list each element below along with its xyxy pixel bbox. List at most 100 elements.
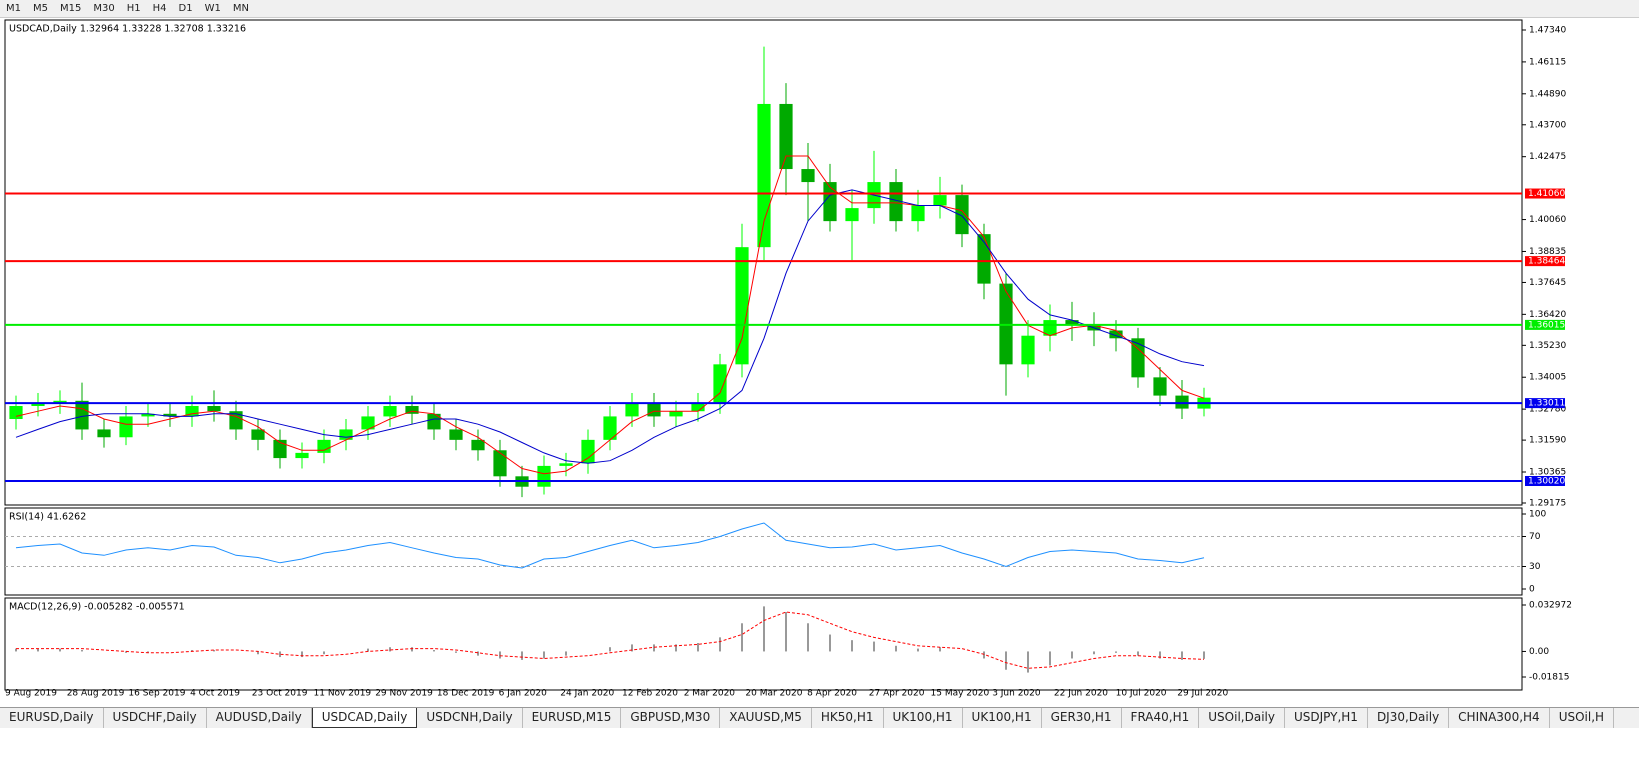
- candle-body: [823, 182, 837, 222]
- panel-frame: [4, 19, 1523, 506]
- level-label-box: [1525, 475, 1565, 486]
- timeframe-button[interactable]: M1: [6, 3, 21, 14]
- candle-body: [427, 413, 441, 430]
- candle-body: [493, 450, 507, 477]
- candle-body: [1109, 330, 1123, 339]
- x-tick-label: 29 Nov 2019: [375, 689, 433, 699]
- candle-body: [361, 416, 375, 430]
- candle-body: [757, 103, 771, 248]
- y-tick-label: 70: [1529, 532, 1541, 542]
- x-tick-label: 3 Jun 2020: [992, 689, 1041, 699]
- chart-tab[interactable]: USOil,Daily: [1199, 708, 1285, 728]
- chart-tab[interactable]: USDCNH,Daily: [417, 708, 523, 728]
- y-tick-label: 1.42475: [1529, 152, 1566, 162]
- panel-title: MACD(12,26,9) -0.005282 -0.005571: [9, 602, 185, 613]
- candle-body: [713, 364, 727, 404]
- chart-tab[interactable]: USDCAD,Daily: [311, 708, 418, 728]
- timeframe-button[interactable]: D1: [178, 3, 193, 14]
- candle-body: [1153, 377, 1167, 396]
- chart-tab[interactable]: GER30,H1: [1042, 708, 1122, 728]
- candle-body: [9, 406, 23, 420]
- y-tick-label: 30: [1529, 562, 1541, 572]
- candle-body: [669, 411, 683, 417]
- candle-body: [141, 413, 155, 417]
- chart-tabs: EURUSD,Daily USDCHF,Daily AUDUSD,Daily USDC…: [0, 707, 1639, 728]
- candle-body: [691, 403, 705, 412]
- chart-tab[interactable]: HK50,H1: [812, 708, 884, 728]
- candle-body: [383, 406, 397, 417]
- chart-tab[interactable]: FRA40,H1: [1122, 708, 1200, 728]
- candle-body: [647, 403, 661, 417]
- candle-body: [955, 195, 969, 235]
- y-tick-label: 1.46115: [1529, 57, 1566, 67]
- chart-tab[interactable]: AUDUSD,Daily: [207, 708, 312, 728]
- y-tick-label: 1.40060: [1529, 215, 1566, 225]
- x-tick-label: 6 Jan 2020: [499, 689, 547, 699]
- y-tick-label: 1.36420: [1529, 310, 1566, 320]
- panel-frame: [4, 597, 1523, 691]
- chart-tab[interactable]: USDCHF,Daily: [104, 708, 207, 728]
- chart-tab[interactable]: USDJPY,H1: [1285, 708, 1368, 728]
- candle-body: [559, 463, 573, 466]
- y-tick-label: 1.34005: [1529, 373, 1566, 383]
- candle-body: [603, 416, 617, 440]
- chart-tab[interactable]: DJ30,Daily: [1368, 708, 1450, 728]
- timeframe-button[interactable]: W1: [204, 3, 221, 14]
- timeframe-button[interactable]: MN: [232, 3, 249, 14]
- chart-tab[interactable]: GBPUSD,M30: [621, 708, 721, 728]
- y-tick-label: 100: [1529, 510, 1546, 520]
- timeframe-button[interactable]: H1: [126, 3, 141, 14]
- x-tick-label: 22 Jun 2020: [1054, 689, 1108, 699]
- x-tick-label: 15 May 2020: [931, 689, 990, 699]
- timeframe-button[interactable]: M15: [60, 3, 82, 14]
- candle-body: [207, 406, 221, 412]
- moving-average: [15, 189, 1205, 464]
- candle-body: [75, 400, 89, 430]
- chart-tab[interactable]: USOil,H: [1550, 708, 1615, 728]
- chart-tab[interactable]: XAUUSD,M5: [720, 708, 812, 728]
- x-tick-label: 10 Jul 2020: [1116, 689, 1167, 699]
- candle-body: [1021, 335, 1035, 365]
- level-label-box: [1525, 319, 1565, 330]
- candle-body: [845, 208, 859, 222]
- candle-body: [1175, 395, 1189, 409]
- x-tick-label: 18 Dec 2019: [437, 689, 495, 699]
- chart-tab[interactable]: UK100,H1: [963, 708, 1042, 728]
- y-tick-label: 1.31590: [1529, 436, 1566, 446]
- chart-tab[interactable]: UK100,H1: [884, 708, 963, 728]
- level-label: 1.38464: [1528, 257, 1565, 267]
- candle-body: [339, 429, 353, 440]
- candle-body: [625, 403, 639, 417]
- candle-body: [801, 169, 815, 183]
- x-tick-label: 2 Mar 2020: [684, 689, 736, 699]
- candle-body: [405, 406, 419, 414]
- panel-title: RSI(14) 41.6262: [9, 512, 86, 523]
- timeframe-button[interactable]: M5: [33, 3, 48, 14]
- chart-tab[interactable]: EURUSD,M15: [523, 708, 622, 728]
- chart-tab[interactable]: EURUSD,Daily: [0, 708, 104, 728]
- x-tick-label: 24 Jan 2020: [560, 689, 614, 699]
- y-tick-label: 0.032972: [1529, 601, 1572, 611]
- y-tick-label: 1.29175: [1529, 499, 1566, 509]
- timeframe-button[interactable]: M30: [93, 3, 115, 14]
- candle-body: [889, 182, 903, 222]
- level-label-box: [1525, 256, 1565, 267]
- x-tick-label: 27 Apr 2020: [869, 689, 925, 699]
- level-label-box: [1525, 398, 1565, 409]
- candle-body: [735, 247, 749, 365]
- chart-tab[interactable]: CHINA300,H4: [1449, 708, 1550, 728]
- x-tick-label: 9 Aug 2019: [5, 689, 57, 699]
- y-tick-label: 1.35230: [1529, 341, 1566, 351]
- y-tick-label: -0.01815: [1529, 673, 1569, 683]
- x-tick-label: 23 Oct 2019: [252, 689, 308, 699]
- candle-body: [185, 406, 199, 417]
- candle-body: [163, 413, 177, 417]
- x-tick-label: 29 Jul 2020: [1177, 689, 1228, 699]
- x-tick-label: 20 Mar 2020: [745, 689, 802, 699]
- y-tick-label: 0.00: [1529, 647, 1549, 657]
- candle-body: [295, 452, 309, 459]
- x-tick-label: 11 Nov 2019: [314, 689, 372, 699]
- x-tick-label: 12 Feb 2020: [622, 689, 678, 699]
- timeframe-button[interactable]: H4: [152, 3, 167, 14]
